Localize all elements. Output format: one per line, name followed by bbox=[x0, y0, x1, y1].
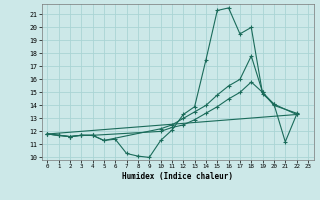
X-axis label: Humidex (Indice chaleur): Humidex (Indice chaleur) bbox=[122, 172, 233, 181]
